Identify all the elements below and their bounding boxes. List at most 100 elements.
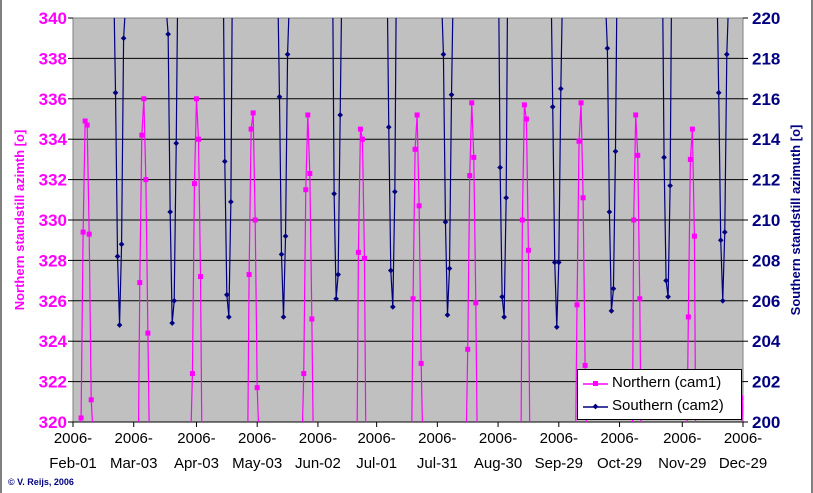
- data-point-northern: [198, 274, 204, 280]
- data-point-southern: [667, 182, 673, 189]
- data-point-southern: [116, 322, 123, 328]
- data-point-northern: [359, 136, 365, 142]
- data-point-northern: [525, 247, 531, 253]
- x-tick-label: May-03: [232, 455, 282, 472]
- data-point-northern: [414, 112, 420, 118]
- data-point-northern: [141, 96, 147, 102]
- data-point-northern: [637, 296, 643, 302]
- data-point-southern: [612, 148, 619, 155]
- x-tick-label: Apr-03: [174, 455, 219, 472]
- data-point-northern: [88, 397, 94, 403]
- data-point-northern: [578, 100, 584, 106]
- data-point-northern: [84, 122, 90, 128]
- data-point-southern: [501, 314, 507, 320]
- data-point-northern: [86, 231, 92, 237]
- series-line-southern: [498, 18, 508, 318]
- y-tick-label: 336: [39, 90, 67, 109]
- y2-tick-label: 204: [752, 332, 781, 351]
- data-point-southern: [221, 158, 228, 165]
- y2-tick-label: 200: [752, 413, 780, 432]
- series-line-northern: [356, 128, 367, 422]
- data-point-northern: [580, 195, 586, 201]
- data-point-southern: [448, 91, 455, 98]
- data-point-southern: [280, 314, 287, 320]
- x-tick-label: Jul-01: [356, 455, 397, 472]
- data-point-southern: [171, 297, 178, 304]
- y-tick-label: 334: [39, 130, 68, 149]
- data-point-northern: [78, 415, 84, 421]
- x-tick-label: 2006-: [357, 430, 395, 447]
- data-point-southern: [114, 253, 121, 260]
- y-axis-label: Northern standstill azimth [o]: [12, 130, 27, 311]
- data-point-northern: [139, 132, 145, 138]
- data-point-northern: [410, 296, 416, 302]
- data-point-northern: [195, 136, 201, 142]
- data-point-northern: [252, 217, 258, 223]
- data-point-southern: [278, 251, 285, 258]
- x-tick-label: 2006-: [54, 430, 92, 447]
- data-point-northern: [193, 96, 199, 102]
- data-point-northern: [254, 385, 260, 391]
- data-point-northern: [303, 187, 309, 193]
- y2-tick-label: 210: [752, 211, 780, 230]
- data-point-southern: [337, 112, 344, 118]
- series-line-northern: [520, 104, 531, 422]
- data-point-northern: [305, 112, 311, 118]
- data-point-northern: [250, 110, 256, 116]
- data-point-northern: [691, 233, 697, 239]
- data-point-southern: [606, 209, 613, 215]
- data-point-southern: [723, 51, 730, 58]
- data-point-northern: [523, 116, 529, 122]
- data-point-southern: [276, 93, 283, 100]
- data-point-northern: [519, 217, 525, 223]
- data-point-northern: [357, 126, 363, 132]
- x-tick-label: 2006-: [418, 430, 456, 447]
- data-point-southern: [282, 233, 289, 239]
- data-point-southern: [226, 314, 232, 320]
- y-tick-label: 326: [39, 292, 67, 311]
- x-tick-label: 2006-: [540, 430, 578, 447]
- y-tick-label: 328: [39, 251, 67, 270]
- data-point-northern: [521, 102, 527, 108]
- data-point-northern: [576, 138, 582, 144]
- y2-tick-label: 208: [752, 251, 780, 270]
- x-tick-label: Oct-29: [597, 455, 642, 472]
- y2-tick-label: 212: [752, 171, 780, 190]
- data-point-southern: [173, 140, 180, 147]
- data-point-southern: [333, 295, 339, 302]
- data-point-southern: [553, 324, 560, 330]
- y-tick-label: 338: [39, 49, 67, 68]
- data-point-northern: [633, 112, 639, 118]
- legend-southern: Southern (cam2): [612, 397, 724, 414]
- data-point-southern: [610, 285, 617, 292]
- data-point-northern: [246, 272, 252, 278]
- y2-tick-label: 220: [752, 9, 780, 28]
- series-line-southern: [332, 18, 343, 299]
- data-point-southern: [442, 219, 449, 225]
- x-tick-label: Nov-29: [658, 455, 706, 472]
- data-point-southern: [112, 89, 119, 96]
- legend: Northern (cam1) Southern (cam2): [577, 369, 742, 420]
- y-tick-label: 330: [39, 211, 67, 230]
- data-point-northern: [689, 126, 695, 132]
- data-point-northern: [82, 118, 88, 124]
- data-point-southern: [721, 229, 728, 235]
- data-point-southern: [665, 293, 671, 300]
- y2-tick-label: 218: [752, 49, 780, 68]
- data-point-northern: [416, 203, 422, 209]
- x-tick-label: 2006-: [479, 430, 517, 447]
- data-point-northern: [137, 280, 143, 286]
- data-point-northern: [471, 154, 477, 160]
- data-point-southern: [167, 209, 173, 215]
- x-tick-label: Dec-29: [719, 455, 767, 472]
- y-tick-label: 322: [39, 373, 67, 392]
- copyright: © V. Reijs, 2006: [8, 477, 74, 487]
- data-point-southern: [549, 104, 556, 110]
- x-tick-label: 2006-: [724, 430, 762, 447]
- data-point-southern: [169, 320, 176, 326]
- data-point-northern: [307, 171, 313, 177]
- data-point-southern: [661, 154, 667, 161]
- data-point-northern: [465, 346, 471, 352]
- data-point-northern: [143, 177, 149, 183]
- data-point-northern: [631, 217, 637, 223]
